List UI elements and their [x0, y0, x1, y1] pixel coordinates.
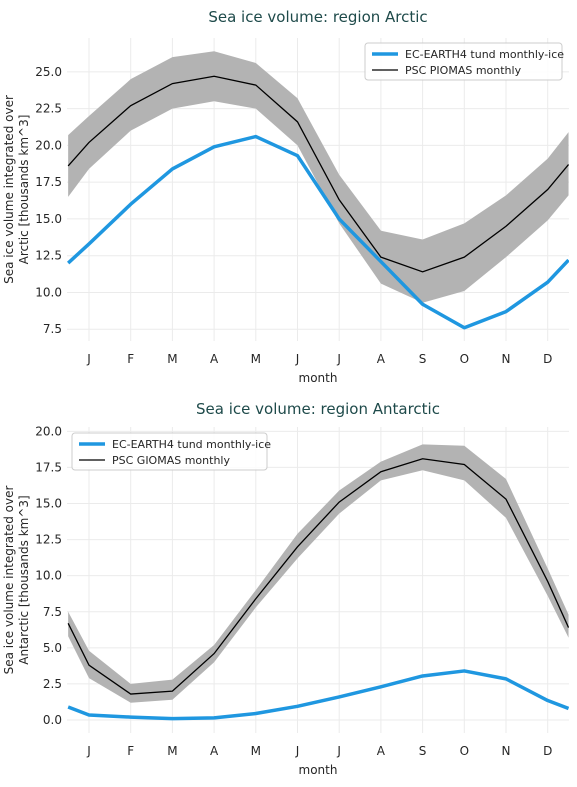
x-tick-label: S: [419, 744, 427, 758]
chart-title: Sea ice volume: region Arctic: [208, 8, 427, 26]
y-axis-label: Sea ice volume integrated overArctic [th…: [2, 95, 31, 284]
x-tick-label: M: [167, 744, 177, 758]
plot-area: [67, 444, 569, 721]
x-tick-label: J: [295, 352, 300, 366]
y-tick-label: 12.5: [35, 533, 62, 547]
y-tick-label: 22.5: [35, 102, 62, 116]
legend-label-model: EC-EARTH4 tund monthly-ice: [112, 438, 271, 451]
x-tick-label: O: [460, 352, 469, 366]
x-tick-label: J: [295, 744, 300, 758]
y-axis-label-line: Sea ice volume integrated over: [2, 95, 16, 284]
uncertainty-band: [68, 444, 569, 703]
y-tick-label: 15.0: [35, 212, 62, 226]
legend-label-obs: PSC GIOMAS monthly: [112, 454, 230, 467]
x-tick-label: O: [460, 744, 469, 758]
x-tick-label: D: [543, 744, 552, 758]
x-tick-label: M: [167, 352, 177, 366]
x-tick-label: N: [502, 352, 511, 366]
x-tick-label: F: [127, 352, 134, 366]
y-tick-label: 10.0: [35, 285, 62, 299]
chart-title: Sea ice volume: region Antarctic: [196, 400, 440, 418]
x-tick-label: M: [251, 352, 261, 366]
series-line-model: [67, 669, 569, 721]
y-tick-label: 17.5: [35, 175, 62, 189]
y-tick-label: 25.0: [35, 65, 62, 79]
legend: EC-EARTH4 tund monthly-ice PSC GIOMAS mon…: [71, 432, 271, 471]
x-tick-label: A: [210, 352, 219, 366]
legend-box: [71, 432, 268, 471]
x-tick-label: F: [127, 744, 134, 758]
x-tick-label: J: [86, 744, 91, 758]
y-tick-label: 10.0: [35, 569, 62, 583]
y-tick-label: 2.5: [43, 677, 62, 691]
x-tick-label: A: [377, 744, 386, 758]
x-tick-label: J: [336, 744, 341, 758]
y-tick-label: 20.0: [35, 138, 62, 152]
legend: EC-EARTH4 tund monthly-ice PSC PIOMAS mon…: [364, 42, 564, 81]
plot-area: [67, 51, 569, 330]
x-tick-label: A: [377, 352, 386, 366]
x-tick-label: J: [336, 352, 341, 366]
x-axis-label: month: [299, 763, 338, 777]
x-axis-label: month: [299, 371, 338, 385]
y-tick-label: 0.0: [43, 713, 62, 727]
series-line-obs: [67, 75, 569, 273]
x-tick-label: M: [251, 744, 261, 758]
y-tick-label: 7.5: [43, 605, 62, 619]
y-axis-label-line: Arctic [thousands km^3]: [17, 115, 31, 265]
y-tick-label: 12.5: [35, 249, 62, 263]
series-line-obs: [67, 458, 569, 695]
x-tick-label: N: [502, 744, 511, 758]
y-axis-label: Sea ice volume integrated overAntarctic …: [2, 486, 31, 675]
y-tick-label: 20.0: [35, 424, 62, 438]
y-axis-label-line: Sea ice volume integrated over: [2, 486, 16, 675]
x-tick-label: J: [86, 352, 91, 366]
y-axis-label-line: Antarctic [thousands km^3]: [17, 495, 31, 664]
x-tick-label: A: [210, 744, 219, 758]
uncertainty-band: [68, 51, 569, 303]
chart-panel-1: Sea ice volume: region Antarctic 0.0 2.5 5.…: [2, 400, 569, 777]
y-tick-label: 5.0: [43, 641, 62, 655]
x-tick-label: S: [419, 352, 427, 366]
series-line-model: [67, 134, 569, 330]
legend-label-model: EC-EARTH4 tund monthly-ice: [405, 48, 564, 61]
y-tick-label: 7.5: [43, 322, 62, 336]
legend-label-obs: PSC PIOMAS monthly: [405, 64, 522, 77]
x-tick-label: D: [543, 352, 552, 366]
y-tick-label: 15.0: [35, 497, 62, 511]
chart-panel-0: Sea ice volume: region Arctic 7.5 10.0 12.5…: [2, 8, 569, 385]
legend-box: [364, 42, 563, 81]
y-tick-label: 17.5: [35, 460, 62, 474]
